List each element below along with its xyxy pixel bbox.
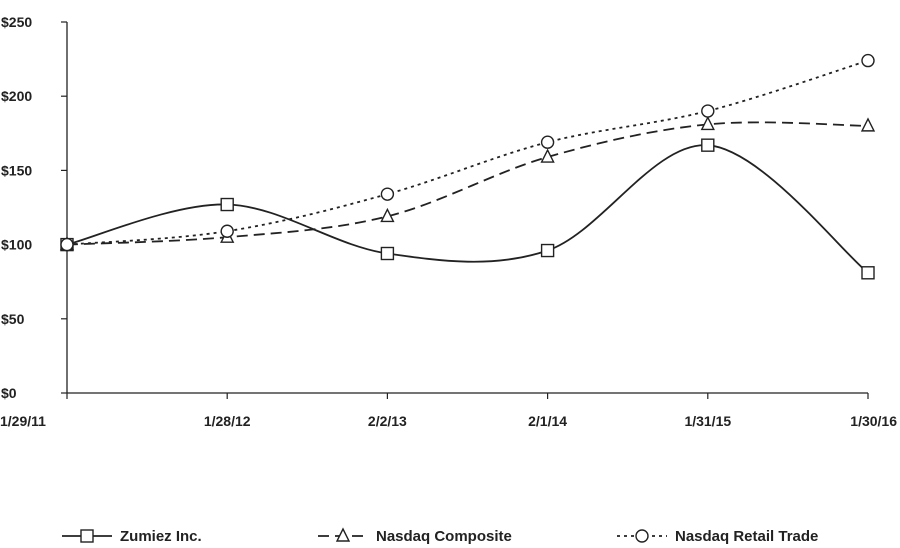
x-tick-labels: 1/29/11 1/28/12 2/2/13 2/1/14 1/31/15 1/30/16	[0, 413, 897, 429]
x-tick-label: 2/2/13	[368, 413, 407, 429]
y-tick-label: $100	[1, 237, 32, 253]
data-point-triangle	[700, 115, 715, 131]
series-lines	[66, 59, 869, 274]
legend-label: Nasdaq Composite	[376, 528, 512, 545]
legend-marker-square	[80, 529, 94, 543]
y-tick-labels: $0 $50 $100 $150 $200 $250	[1, 14, 32, 401]
data-point-triangle	[380, 207, 395, 223]
y-tick-label: $50	[1, 311, 25, 327]
legend-label: Zumiez Inc.	[120, 528, 202, 545]
y-tick-label: $150	[1, 162, 32, 178]
data-point-circle	[220, 224, 234, 238]
series-line-circle	[66, 59, 869, 246]
legend-marker-circle	[635, 529, 649, 543]
data-point-circle	[60, 237, 74, 252]
legend-marker-triangle	[335, 527, 351, 542]
data-point-circle	[701, 104, 715, 118]
data-point-circle	[861, 53, 875, 68]
x-tick-label: 1/29/11	[0, 413, 46, 429]
y-tick-label: $250	[1, 14, 32, 30]
data-point-square	[220, 197, 234, 212]
x-tick-label: 1/30/16	[850, 413, 897, 429]
series-line-square	[66, 144, 869, 274]
series-markers	[59, 53, 876, 280]
series-line-triangle	[66, 121, 869, 246]
data-point-square	[701, 138, 715, 152]
axes	[61, 21, 869, 399]
x-tick-label: 2/1/14	[528, 413, 567, 429]
data-point-square	[861, 266, 875, 280]
legend-label: Nasdaq Retail Trade	[675, 528, 818, 545]
x-tick-label: 1/28/12	[204, 413, 251, 429]
y-tick-label: $0	[1, 385, 17, 401]
data-point-square	[380, 246, 395, 261]
legend: Zumiez Inc. Nasdaq Composite Nasdaq Retail…	[62, 527, 818, 545]
data-point-circle	[380, 187, 395, 201]
y-tick-label: $200	[1, 88, 32, 104]
x-tick-label: 1/31/15	[684, 413, 731, 429]
data-point-triangle	[540, 148, 555, 163]
data-point-square	[540, 243, 555, 258]
data-point-circle	[540, 135, 555, 149]
data-point-triangle	[860, 117, 876, 132]
